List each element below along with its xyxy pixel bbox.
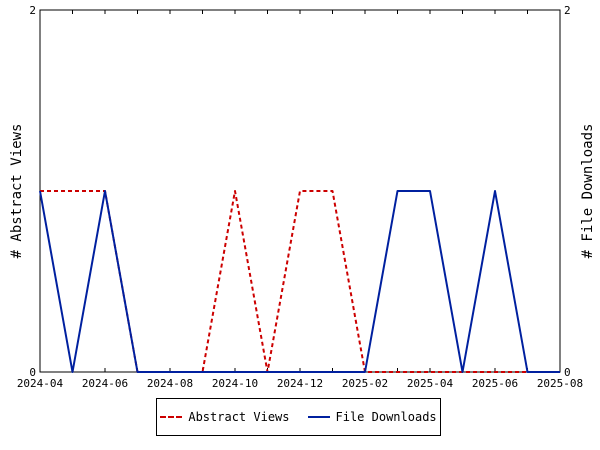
y-tick-label-right: 0 xyxy=(564,366,571,379)
y-axis-label-right: # File Downloads xyxy=(580,124,596,259)
series-line-file-downloads xyxy=(39,190,560,373)
legend-label-abstract-views: Abstract Views xyxy=(188,410,290,424)
legend: Abstract Views File Downloads xyxy=(156,398,441,436)
legend-swatch-abstract-views xyxy=(160,416,183,418)
x-tick-label: 2024-04 xyxy=(17,377,64,390)
x-tick-label: 2024-12 xyxy=(277,377,323,390)
x-tick-label: 2024-06 xyxy=(82,377,128,390)
legend-item-file-downloads: File Downloads xyxy=(307,410,437,424)
legend-label-file-downloads: File Downloads xyxy=(335,410,437,424)
x-tick-label: 2025-06 xyxy=(472,377,518,390)
legend-item-abstract-views: Abstract Views xyxy=(160,410,290,424)
plot-area: 2024-04 2024-06 2024-08 2024-10 2024-12 2025-… xyxy=(9,4,596,390)
x-tick-label: 2024-10 xyxy=(212,377,258,390)
y-tick-label-left: 0 xyxy=(29,366,36,379)
x-tick-label: 2025-02 xyxy=(342,377,388,390)
x-tick-label: 2024-08 xyxy=(147,377,193,390)
x-tick-label: 2025-08 xyxy=(537,377,583,390)
legend-swatch-file-downloads xyxy=(307,416,330,418)
y-tick-label-left: 2 xyxy=(29,4,36,17)
series-line-abstract-views xyxy=(40,190,560,373)
x-tick-label: 2025-04 xyxy=(407,377,454,390)
y-axis-label-left: # Abstract Views xyxy=(9,124,25,259)
y-tick-label-right: 2 xyxy=(564,4,571,17)
